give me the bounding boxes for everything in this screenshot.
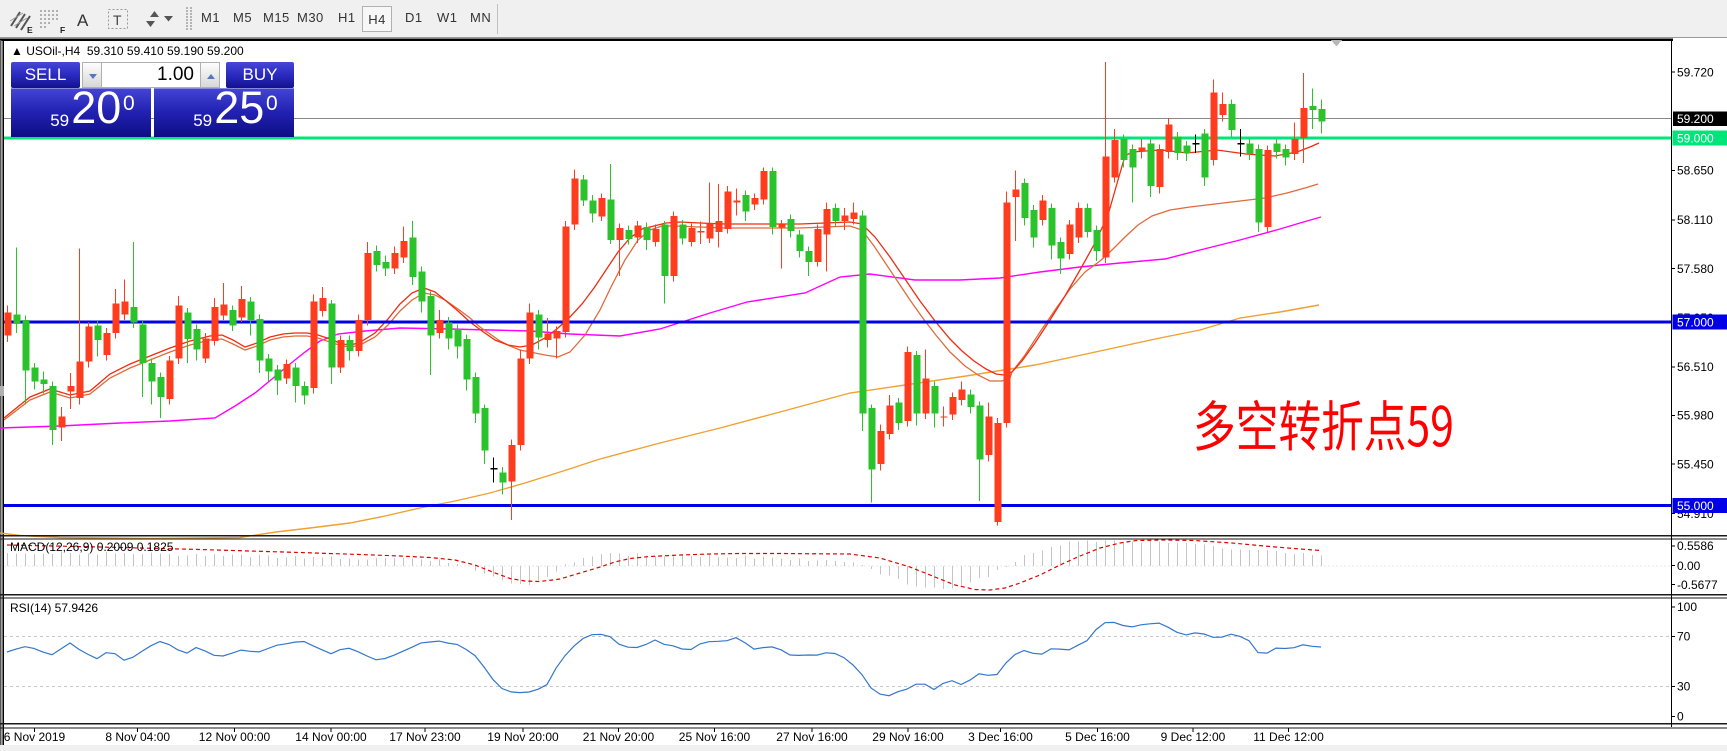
svg-text:25 Nov 16:00: 25 Nov 16:00	[679, 730, 751, 744]
svg-text:70: 70	[1677, 629, 1691, 643]
svg-text:55.450: 55.450	[1677, 457, 1714, 471]
svg-text:55.000: 55.000	[1677, 499, 1714, 513]
svg-text:-0.5677: -0.5677	[1677, 578, 1718, 592]
svg-text:27 Nov 16:00: 27 Nov 16:00	[776, 730, 848, 744]
svg-text:A: A	[77, 11, 89, 30]
svg-text:59.200: 59.200	[1677, 112, 1714, 126]
svg-text:58.110: 58.110	[1677, 213, 1713, 227]
svg-text:0.00: 0.00	[1677, 559, 1701, 573]
svg-text:56.510: 56.510	[1677, 360, 1714, 374]
svg-text:T: T	[113, 12, 122, 28]
svg-text:30: 30	[1677, 680, 1691, 694]
svg-text:100: 100	[1677, 600, 1697, 614]
svg-text:0: 0	[1677, 710, 1684, 724]
svg-text:3 Dec 16:00: 3 Dec 16:00	[968, 730, 1033, 744]
svg-text:6 Nov 2019: 6 Nov 2019	[4, 730, 66, 744]
svg-text:0.5586: 0.5586	[1677, 539, 1714, 553]
svg-text:14 Nov 00:00: 14 Nov 00:00	[295, 730, 367, 744]
svg-text:MACD(12,26,9) 0.2009 0.1825: MACD(12,26,9) 0.2009 0.1825	[10, 540, 174, 554]
svg-text:17 Nov 23:00: 17 Nov 23:00	[389, 730, 461, 744]
svg-text:8 Nov 04:00: 8 Nov 04:00	[105, 730, 170, 744]
svg-text:F: F	[60, 25, 65, 35]
svg-text:29 Nov 16:00: 29 Nov 16:00	[872, 730, 944, 744]
svg-text:E: E	[27, 25, 33, 35]
svg-text:11 Dec 12:00: 11 Dec 12:00	[1253, 730, 1324, 744]
svg-text:21 Nov 20:00: 21 Nov 20:00	[583, 730, 655, 744]
svg-text:9 Dec 12:00: 9 Dec 12:00	[1161, 730, 1226, 744]
svg-text:59.720: 59.720	[1677, 65, 1714, 79]
svg-text:55.980: 55.980	[1677, 409, 1714, 423]
svg-text:59.000: 59.000	[1677, 132, 1714, 146]
svg-text:58.650: 58.650	[1677, 164, 1714, 178]
svg-text:RSI(14) 57.9426: RSI(14) 57.9426	[10, 601, 98, 615]
svg-text:19 Nov 20:00: 19 Nov 20:00	[487, 730, 559, 744]
svg-text:5 Dec 16:00: 5 Dec 16:00	[1065, 730, 1130, 744]
svg-text:57.580: 57.580	[1677, 262, 1714, 276]
svg-text:12 Nov 00:00: 12 Nov 00:00	[199, 730, 271, 744]
svg-text:57.000: 57.000	[1677, 315, 1714, 329]
